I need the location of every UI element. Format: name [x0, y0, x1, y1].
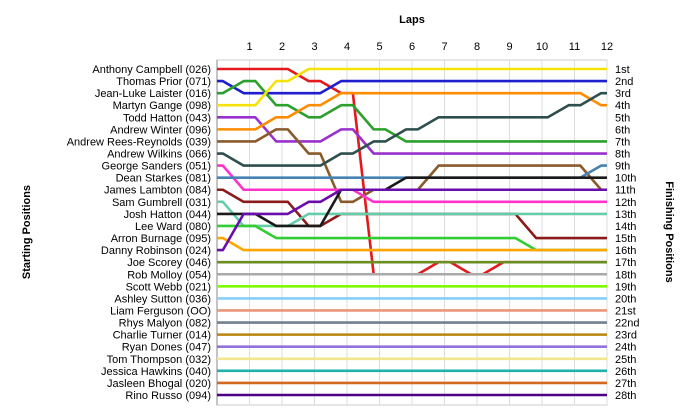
- finishing-position-label: 7th: [615, 136, 630, 148]
- series-line-8: [217, 91, 607, 167]
- starting-position-label: Ashley Sutton (036): [114, 293, 211, 305]
- finishing-position-label: 6th: [615, 124, 630, 136]
- finishing-position-label: 3rd: [615, 88, 631, 100]
- x-tick-label: 7: [441, 41, 447, 53]
- starting-position-label: Lee Ward (080): [135, 221, 211, 233]
- finishing-position-label: 14th: [615, 221, 636, 233]
- starting-position-label: Charlie Turner (014): [113, 330, 211, 342]
- finishing-position-label: 10th: [615, 173, 636, 185]
- finishing-position-label: 28th: [615, 390, 636, 402]
- x-tick-label: 8: [474, 41, 480, 53]
- finishing-position-label: 8th: [615, 149, 630, 161]
- series-line-4: [217, 67, 607, 107]
- finishing-position-label: 22nd: [615, 318, 639, 330]
- finishing-position-label: 19th: [615, 281, 636, 293]
- finishing-position-label: 4th: [615, 100, 630, 112]
- series-line-5: [217, 115, 607, 155]
- starting-position-label: George Sanders (051): [102, 161, 211, 173]
- starting-position-label: Andrew Rees-Reynolds (039): [67, 136, 211, 148]
- starting-position-label: Liam Ferguson (OO): [110, 305, 211, 317]
- finishing-position-label: 15th: [615, 233, 636, 245]
- x-tick-label: 1: [246, 41, 252, 53]
- x-tick-label: 4: [344, 41, 350, 53]
- starting-position-label: Ryan Dones (047): [122, 342, 211, 354]
- starting-position-label: Anthony Campbell (026): [92, 64, 211, 76]
- finishing-position-label: 17th: [615, 257, 636, 269]
- y-axis-label-right: Finishing Positions: [663, 181, 675, 282]
- x-tick-labels: 1 2 3 4 5 6 7 8 9 10 11 12: [246, 41, 613, 53]
- finishing-position-label: 21st: [615, 305, 636, 317]
- x-tick-label: 2: [279, 41, 285, 53]
- x-tick-label: 12: [601, 41, 613, 53]
- starting-position-label: James Lambton (084): [104, 185, 211, 197]
- series-lines: [217, 67, 607, 397]
- series-line-3: [217, 79, 607, 143]
- starting-position-label: Rhys Malyon (082): [119, 318, 211, 330]
- starting-position-label: Rino Russo (094): [125, 390, 211, 402]
- x-tick-label: 11: [569, 41, 580, 53]
- series-line-2: [217, 79, 607, 95]
- starting-position-label: Tom Thompson (032): [107, 354, 211, 366]
- series-line-9: [217, 164, 607, 204]
- x-tick-label: 5: [376, 41, 382, 53]
- finishing-position-label: 23rd: [615, 330, 637, 342]
- finishing-position-label: 9th: [615, 161, 630, 173]
- starting-position-label: Jean-Luke Laister (016): [95, 88, 211, 100]
- x-tick-label: 10: [536, 41, 548, 53]
- finishing-position-label: 25th: [615, 354, 636, 366]
- starting-position-label: Danny Robinson (024): [101, 245, 211, 257]
- starting-position-label: Rob Molloy (054): [127, 269, 211, 281]
- finishing-position-label: 20th: [615, 293, 636, 305]
- starting-position-label: Andrew Winter (096): [110, 124, 211, 136]
- starting-position-label: Andrew Wilkins (066): [107, 149, 211, 161]
- chart-title: Laps: [399, 14, 425, 26]
- x-tick-label: 3: [311, 41, 317, 53]
- starting-position-label: Jessica Hawkins (040): [101, 366, 211, 378]
- finishing-position-label: 5th: [615, 112, 630, 124]
- y-axis-label-left: Starting Positions: [21, 185, 33, 279]
- finishing-position-label: 11th: [615, 185, 636, 197]
- starting-position-label: Todd Hatton (043): [123, 112, 211, 124]
- finishing-position-label: 27th: [615, 378, 636, 390]
- x-tick-label: 9: [506, 41, 512, 53]
- finishing-position-label: 13th: [615, 209, 636, 221]
- finishing-position-label: 24th: [615, 342, 636, 354]
- finishing-position-label: 16th: [615, 245, 636, 257]
- finishing-position-labels: 1st2nd3rd4th5th6th7th8th9th10th11th12th1…: [615, 64, 639, 402]
- starting-position-label: Josh Hatton (044): [124, 209, 211, 221]
- series-line-16: [217, 188, 607, 252]
- finishing-position-label: 2nd: [615, 76, 633, 88]
- starting-position-label: Dean Starkes (081): [116, 173, 211, 185]
- x-tick-label: 6: [409, 41, 415, 53]
- series-line-6: [217, 91, 607, 131]
- starting-position-label: Arron Burnage (095): [111, 233, 211, 245]
- starting-position-label: Martyn Gange (098): [113, 100, 211, 112]
- starting-position-label: Sam Gumbrell (031): [112, 197, 211, 209]
- starting-position-labels: Anthony Campbell (026)Thomas Prior (071)…: [67, 64, 211, 402]
- starting-position-label: Thomas Prior (071): [116, 76, 211, 88]
- finishing-position-label: 18th: [615, 269, 636, 281]
- starting-position-label: Jasleen Bhogal (020): [107, 378, 211, 390]
- starting-position-label: Scott Webb (021): [126, 281, 211, 293]
- series-line-15: [217, 236, 607, 252]
- finishing-position-label: 12th: [615, 197, 636, 209]
- starting-position-label: Joe Scorey (046): [127, 257, 211, 269]
- finishing-position-label: 1st: [615, 64, 630, 76]
- series-line-13: [217, 176, 607, 228]
- finishing-position-label: 26th: [615, 366, 636, 378]
- grid: [216, 59, 608, 406]
